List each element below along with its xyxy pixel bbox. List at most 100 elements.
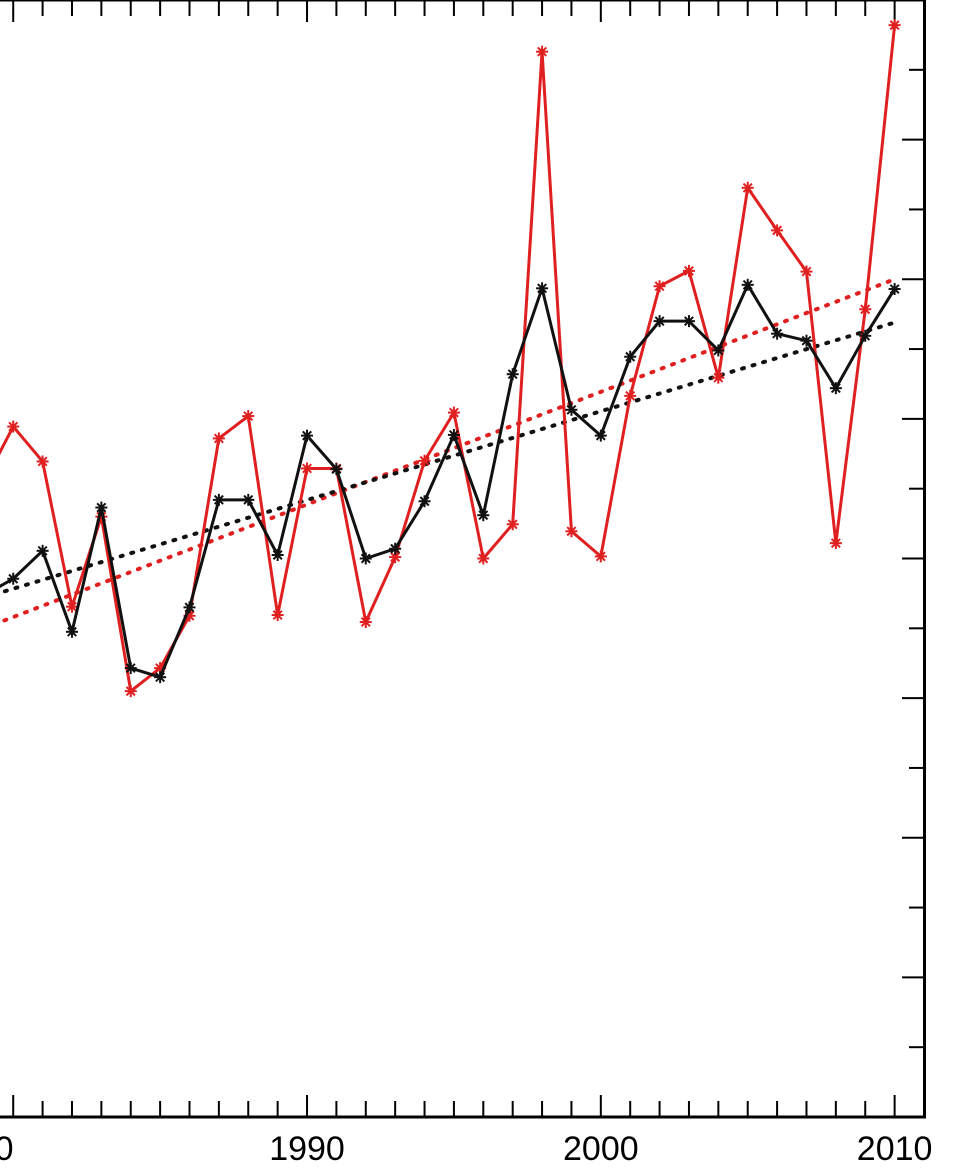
data-point-stroke [184,602,195,613]
data-point [888,283,901,296]
data-point [65,625,78,638]
data-point-stroke [155,672,166,683]
data-point [712,371,725,384]
data-point [594,550,607,563]
data-point [242,493,255,506]
data-point [506,368,519,381]
data-point-stroke [801,335,812,346]
data-point-stroke [125,663,136,674]
data-point-stroke [478,510,489,521]
y-axis-ticks [902,68,924,1049]
data-point [829,537,842,550]
data-point-stroke [478,553,489,564]
data-point-stroke [830,538,841,549]
data-point-stroke [419,496,430,507]
data-point-stroke [772,225,783,236]
series-group [0,278,901,684]
data-point [447,428,460,441]
data-point-stroke [243,494,254,505]
data-point-stroke [507,519,518,530]
data-point-stroke [537,283,548,294]
x-tick-label: 2010 [857,1130,933,1168]
data-point [741,181,754,194]
data-point-stroke [507,369,518,380]
data-point-stroke [213,433,224,444]
data-point-stroke [390,552,401,563]
data-point [154,671,167,684]
data-point-stroke [889,20,900,31]
data-point-stroke [360,617,371,627]
data-point [624,350,637,363]
data-point [624,389,637,402]
data-point [447,406,460,419]
data-point-stroke [448,429,459,440]
data-point [594,429,607,442]
data-point [389,542,402,555]
trend-line [0,320,897,595]
series-group [0,19,901,698]
data-point [359,552,372,565]
data-point-stroke [595,430,606,441]
data-point-stroke [67,626,77,637]
data-point [536,45,549,58]
data-point-stroke [595,551,606,562]
x-axis-tick-labels: 980 1990 2000 2010 [0,1130,932,1168]
data-point [888,19,901,32]
data-point [271,549,284,562]
data-point-stroke [67,601,77,612]
series-line [0,283,896,679]
data-point-stroke [8,573,19,584]
data-point [359,616,372,629]
data-point-stroke [37,456,48,467]
data-point-stroke [860,304,871,315]
data-point-stroke [772,328,783,339]
data-point [829,382,842,395]
data-point [800,265,813,278]
data-point [771,224,784,237]
series-layer [0,19,901,698]
data-point-stroke [37,545,48,556]
data-point-stroke [742,279,753,290]
data-point [212,493,225,506]
data-point-stroke [419,455,430,466]
data-point [682,315,695,328]
data-point [712,344,725,357]
series-line [0,24,897,693]
data-point-stroke [830,383,841,394]
data-point-stroke [213,494,224,505]
data-point-stroke [537,46,548,57]
data-point [682,264,695,277]
data-point [418,495,431,508]
data-point-stroke [96,502,107,513]
data-point [800,334,813,347]
data-point-stroke [566,526,577,537]
x-axis-ticks [12,0,925,1117]
data-point [242,410,255,423]
data-point-stroke [860,330,871,341]
data-point-stroke [889,284,900,294]
data-point [183,601,196,614]
data-point-stroke [742,182,753,193]
data-point-stroke [8,421,19,432]
data-point-stroke [272,610,283,620]
data-point [477,509,490,522]
data-point [7,572,20,585]
data-point [477,552,490,565]
x-tick-label: 1990 [269,1130,345,1168]
data-point-stroke [654,316,665,327]
data-point [36,544,49,557]
data-point [212,432,225,445]
data-point-stroke [272,550,283,560]
data-point-stroke [302,430,312,441]
data-point-stroke [302,463,312,474]
data-point-stroke [566,404,577,415]
data-point-stroke [125,686,136,697]
trend-line [0,277,897,625]
data-point [859,303,872,316]
data-point [653,280,666,293]
data-point [653,315,666,328]
data-point [565,403,578,416]
data-point-stroke [801,266,812,277]
plot-frame [0,0,926,1119]
